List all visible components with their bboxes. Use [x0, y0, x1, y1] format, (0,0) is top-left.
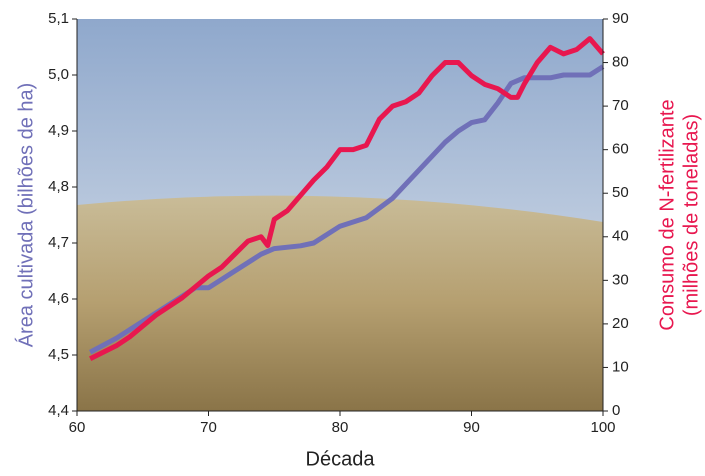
y2-tick-label: 30 — [612, 271, 629, 288]
x-tick-label: 90 — [463, 419, 480, 436]
x-tick-label: 60 — [69, 419, 86, 436]
x-tick-label: 80 — [332, 419, 349, 436]
y-tick-label: 5,1 — [48, 10, 69, 27]
y2-tick-label: 70 — [612, 97, 629, 114]
x-tick-label: 70 — [200, 419, 217, 436]
y-tick-label: 4,8 — [48, 178, 69, 195]
y2-tick-label: 40 — [612, 228, 629, 245]
x-tick-label: 100 — [590, 419, 615, 436]
y2-tick-label: 80 — [612, 54, 629, 71]
y-tick-label: 4,5 — [48, 346, 69, 363]
y2-tick-label: 0 — [612, 402, 620, 419]
y-tick-label: 4,6 — [48, 290, 69, 307]
y-tick-label: 4,9 — [48, 122, 69, 139]
x-axis-title: Década — [306, 448, 376, 470]
y2-axis-title: Consumo de N-fertilizante — [656, 99, 678, 330]
y-axis-title: Área cultivada (bilhões de ha) — [14, 83, 37, 348]
y2-tick-label: 50 — [612, 184, 629, 201]
y-tick-label: 5,0 — [48, 66, 69, 83]
y2-tick-label: 90 — [612, 10, 629, 27]
page: Década Área cultivada (bilhões de ha) Co… — [0, 0, 705, 476]
y2-axis-title: (milhões de toneladas) — [680, 114, 702, 316]
y-tick-label: 4,4 — [48, 402, 69, 419]
y2-tick-label: 10 — [612, 358, 629, 375]
chart: Década Área cultivada (bilhões de ha) Co… — [0, 0, 705, 471]
y-tick-label: 4,7 — [48, 234, 69, 251]
y2-tick-label: 60 — [612, 141, 629, 158]
y2-tick-label: 20 — [612, 315, 629, 332]
